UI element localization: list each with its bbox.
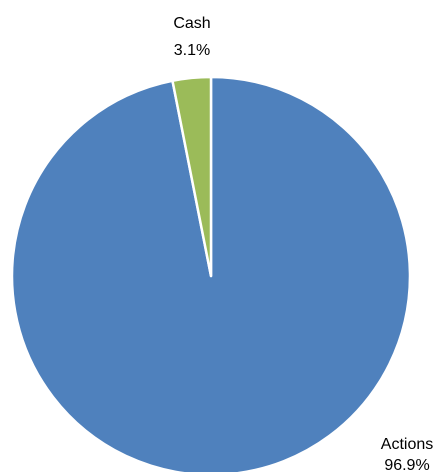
pie-slice-cash	[171, 75, 213, 278]
pie-labels: Cash 3.1% Actions 96.9%	[173, 15, 433, 472]
slice-label-cash-value: 3.1%	[174, 42, 210, 59]
pie-slices	[10, 75, 412, 472]
slice-label-cash-name: Cash	[173, 15, 210, 32]
slice-label-actions-value: 96.9%	[384, 457, 429, 472]
slice-label-actions-name: Actions	[381, 436, 433, 453]
